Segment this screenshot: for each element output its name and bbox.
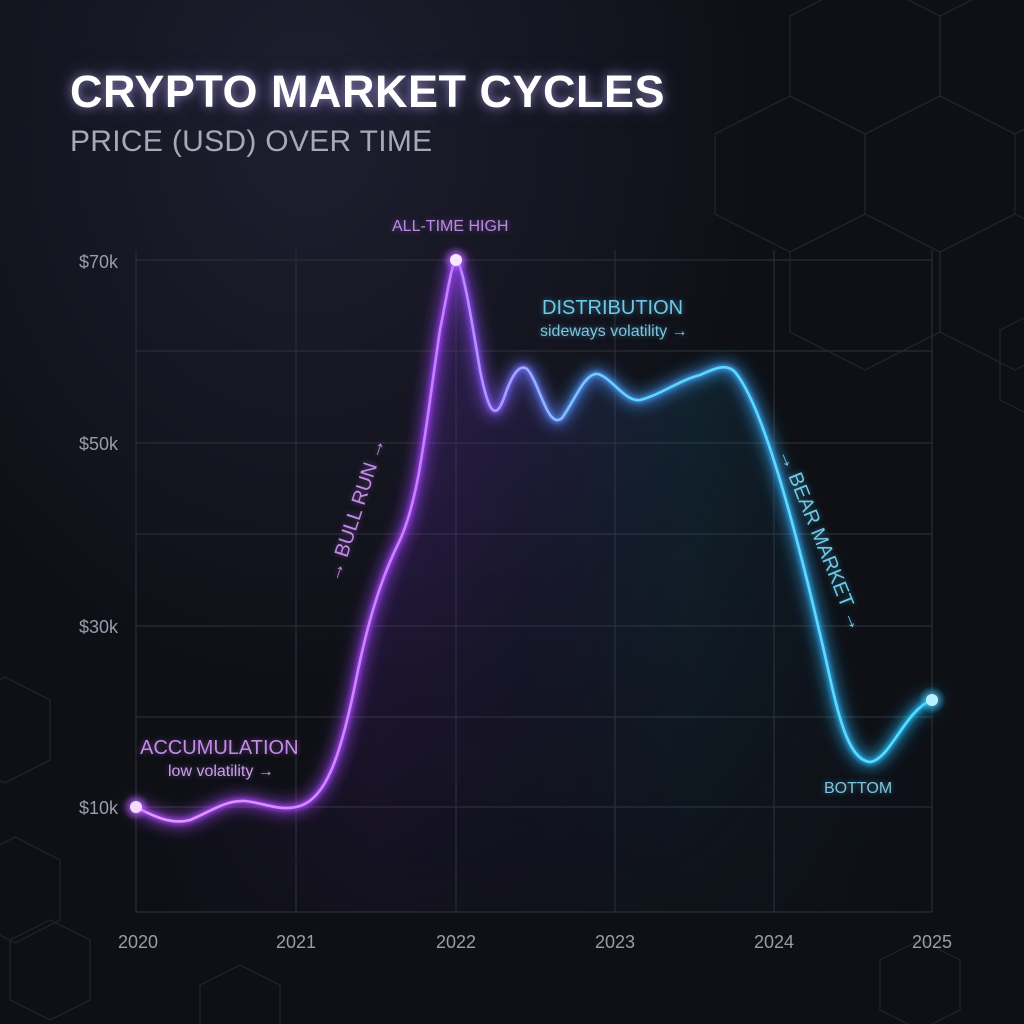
start-marker: [122, 793, 150, 821]
area-fill: [136, 260, 932, 912]
x-tick-2022: 2022: [435, 932, 477, 952]
annotation-distribution-sub: sideways volatility →: [540, 323, 688, 340]
annotation-accumulation: ACCUMULATION: [140, 737, 299, 759]
y-tick-10k: $10k: [78, 798, 118, 818]
y-tick-50k: $50k: [78, 434, 118, 454]
annotation-all-time-high: ALL-TIME HIGH: [392, 218, 509, 235]
chart-subtitle: PRICE (USD) OVER TIME: [70, 125, 433, 158]
annotation-accumulation-sub: low volatility →: [168, 763, 274, 780]
x-tick-2024: 2024: [753, 932, 795, 952]
y-tick-30k: $30k: [78, 617, 118, 637]
chart-title: CRYPTO MARKET CYCLES: [70, 66, 666, 117]
annotation-bottom: BOTTOM: [824, 780, 893, 797]
annotation-distribution: DISTRIBUTION: [542, 297, 684, 319]
price-line: [134, 258, 934, 823]
y-tick-70k: $70k: [78, 252, 118, 272]
ath-marker: [442, 246, 470, 274]
x-tick-2021: 2021: [275, 932, 317, 952]
x-tick-2023: 2023: [594, 932, 636, 952]
end-marker: [918, 686, 946, 714]
x-tick-2025: 2025: [911, 932, 953, 952]
x-tick-2020: 2020: [117, 932, 159, 952]
